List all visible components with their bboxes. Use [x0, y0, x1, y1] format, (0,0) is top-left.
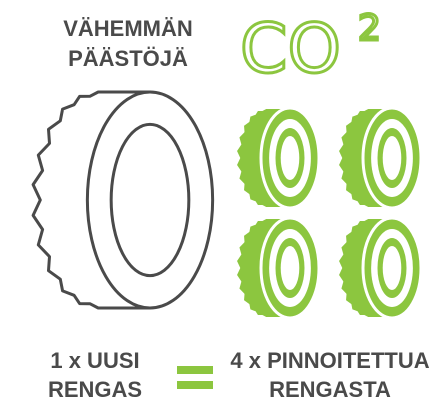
tire-hole — [281, 246, 300, 290]
equals-bar — [177, 381, 213, 389]
right-caption: 4 x PINNOITETTUA — [230, 348, 429, 373]
tires — [33, 92, 421, 318]
tire-hole — [383, 136, 402, 180]
tire-hole — [281, 136, 300, 180]
equals-bar — [177, 366, 213, 374]
left-caption: RENGAS — [48, 377, 142, 402]
right-caption: RENGASTA — [269, 377, 391, 402]
left-caption: 1 x UUSI — [50, 348, 139, 373]
co2-text: CO — [240, 10, 341, 89]
infographic: VÄHEMMÄN PÄÄSTÖJÄ CO 2 1 x UUSI RENGAS 4… — [0, 0, 440, 404]
tire-hole — [383, 246, 402, 290]
header-line: PÄÄSTÖJÄ — [68, 46, 188, 71]
co2-superscript: 2 — [358, 8, 381, 49]
header-line: VÄHEMMÄN — [63, 16, 193, 41]
